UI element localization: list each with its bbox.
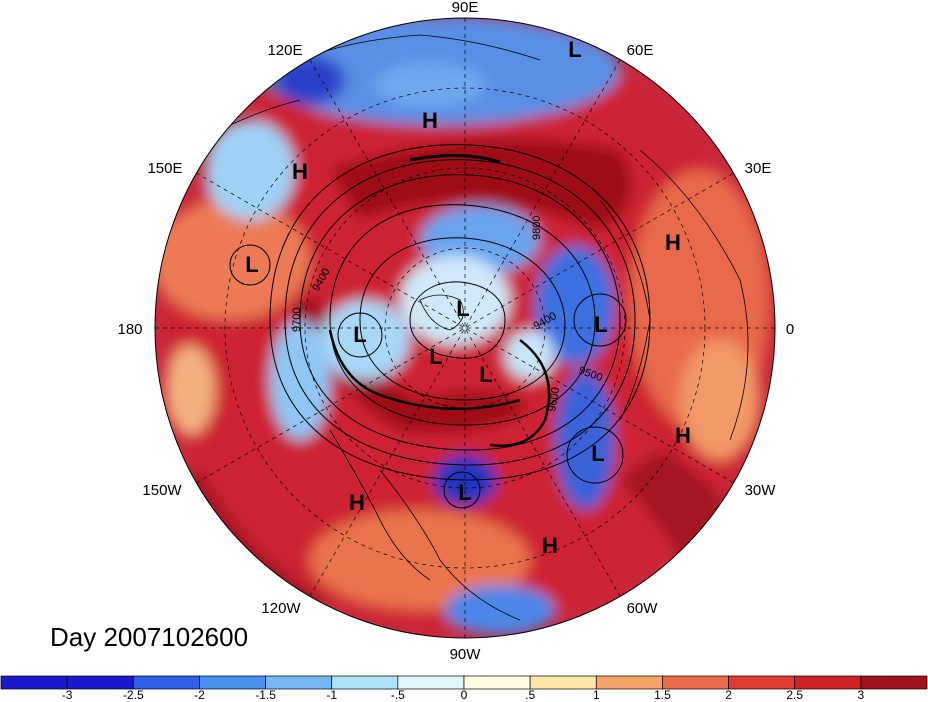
colorbar-tick-label: -1.5 [255, 688, 276, 702]
high-center: H [349, 490, 365, 515]
colorbar-swatch [463, 675, 531, 690]
low-center: L [245, 252, 258, 277]
lon-label-120e: 120E [267, 42, 302, 59]
lon-label-120w: 120W [261, 600, 301, 617]
colorbar-swatch [728, 675, 796, 690]
map-boundary [154, 17, 776, 639]
colorbar-swatch [529, 675, 597, 690]
graticule [155, 18, 775, 638]
low-center: L [479, 362, 492, 387]
coastlines [219, 34, 749, 621]
lon-label-90w: 90W [450, 646, 482, 663]
lon-label-30e: 30E [745, 160, 772, 177]
colorbar-tick-label: 2.5 [786, 688, 803, 702]
lon-label-30w: 30W [745, 482, 777, 499]
low-center: L [429, 344, 442, 369]
lon-label-150e: 150E [147, 160, 182, 177]
high-center: H [292, 159, 308, 184]
colorbar-swatch [397, 675, 465, 690]
lon-label-180: 180 [117, 321, 142, 338]
colorbar-swatch [662, 675, 729, 690]
colorbar-tick-label: 1 [593, 688, 600, 702]
low-center: L [591, 441, 604, 466]
colorbar-tick-label: 0 [461, 688, 468, 702]
lon-label-0: 0 [786, 321, 794, 338]
colorbar-swatch [595, 675, 663, 690]
colorbar-swatch [860, 675, 928, 690]
colorbar-swatch [331, 675, 399, 690]
low-center: L [568, 37, 581, 62]
low-center: L [353, 322, 366, 347]
colorbar-swatch [0, 675, 68, 690]
lon-label-90e: 90E [452, 0, 479, 16]
colorbar-swatch [794, 675, 862, 690]
pressure-centers: L H H L H L L L L L L H L H H [245, 37, 691, 558]
colorbar-tick-label: -2.5 [123, 688, 144, 702]
low-center: L [456, 296, 469, 321]
contour-label: 9600 [546, 386, 562, 412]
contour-label: 9800 [531, 216, 543, 240]
date-label: Day 2007102600 [50, 622, 248, 652]
colorbar-tick-label: .5 [525, 688, 535, 702]
high-center: H [542, 533, 558, 558]
colorbar: -3 -2.5 -2 -1.5 -1 -.5 0 .5 1 1.5 2 2.5 3 [0, 675, 928, 702]
colorbar-tick-label: 1.5 [654, 688, 671, 702]
colorbar-tick-label: 2 [725, 688, 732, 702]
colorbar-tick-label: -3 [62, 688, 73, 702]
lon-label-60e: 60E [627, 42, 654, 59]
colorbar-tick-label: -2 [194, 688, 205, 702]
low-center: L [458, 480, 471, 505]
contour-label: 9700 [291, 308, 303, 332]
high-center: H [675, 423, 691, 448]
lon-label-60w: 60W [627, 600, 659, 617]
colorbar-tick-label: 3 [858, 688, 865, 702]
high-center: H [665, 230, 681, 255]
colorbar-tick-label: -1 [326, 688, 337, 702]
lon-label-150w: 150W [142, 482, 182, 499]
low-center: L [594, 312, 607, 337]
colorbar-tick-label: -.5 [391, 688, 405, 702]
high-center: H [422, 108, 438, 133]
longitude-labels: 90E 120E 60E 150E 30E 180 0 150W 30W 120… [117, 0, 794, 663]
